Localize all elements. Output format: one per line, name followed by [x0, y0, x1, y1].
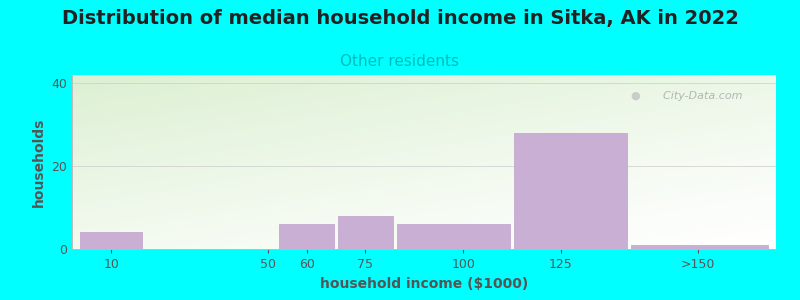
Bar: [279, 224, 334, 249]
Bar: [514, 133, 627, 249]
Bar: [80, 232, 142, 249]
Y-axis label: households: households: [32, 117, 46, 207]
Bar: [338, 216, 393, 249]
Text: City-Data.com: City-Data.com: [656, 91, 743, 101]
X-axis label: household income ($1000): household income ($1000): [320, 277, 528, 291]
Bar: [397, 224, 510, 249]
Text: Distribution of median household income in Sitka, AK in 2022: Distribution of median household income …: [62, 9, 738, 28]
Text: ●: ●: [630, 91, 640, 101]
Bar: [631, 245, 768, 249]
Text: Other residents: Other residents: [341, 54, 459, 69]
